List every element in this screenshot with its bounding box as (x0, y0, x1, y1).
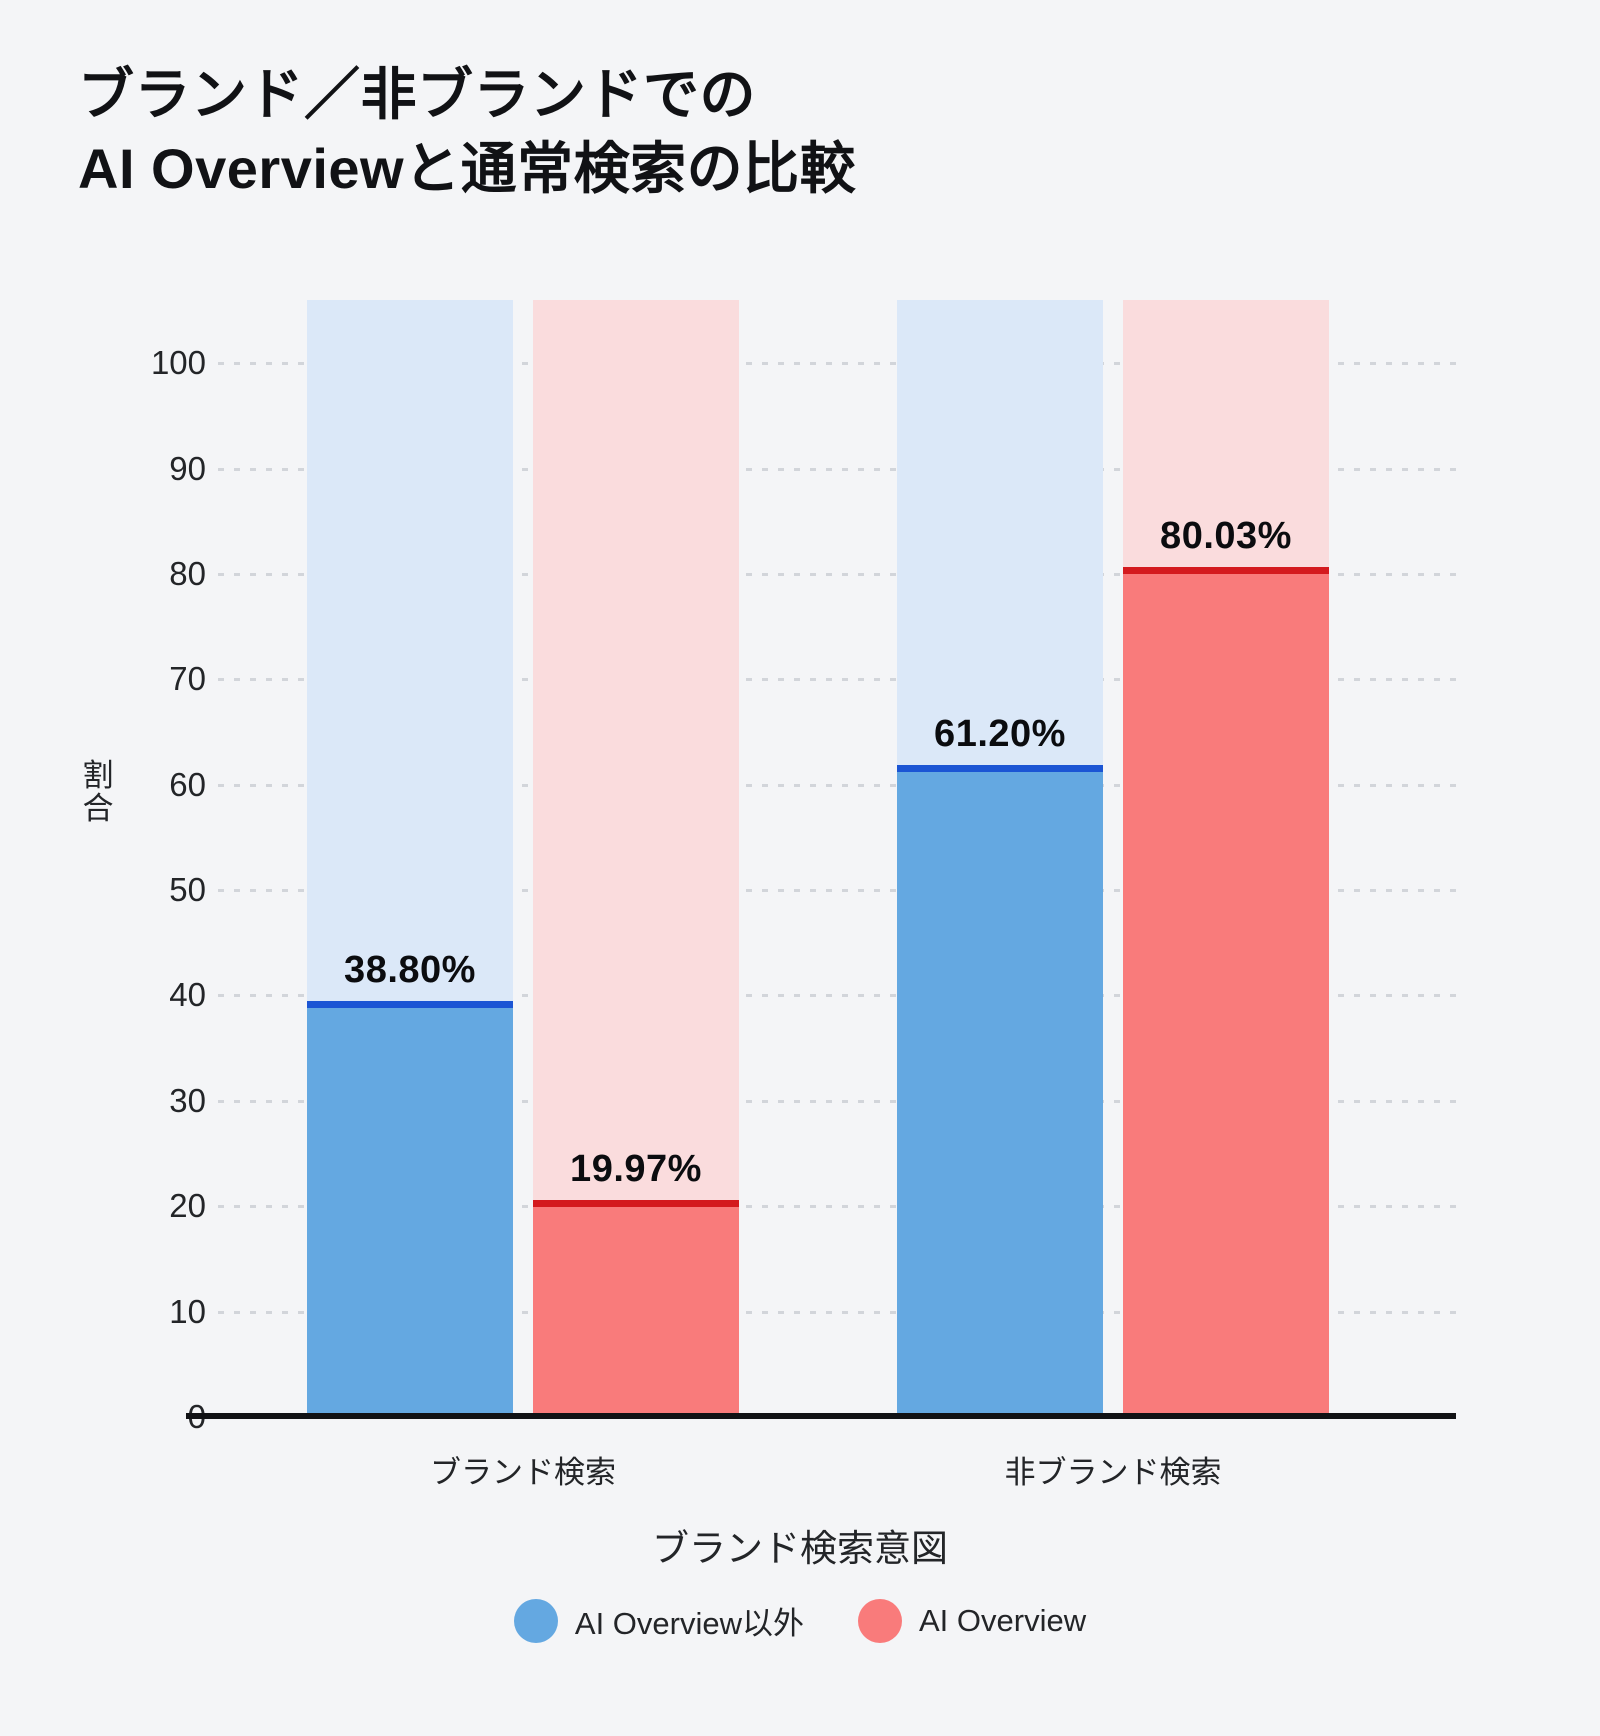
bar[interactable] (533, 1199, 739, 1417)
y-axis-tick-label: 30 (169, 1081, 206, 1119)
x-axis-line (186, 1413, 1456, 1419)
bar-value-label: 61.20% (934, 713, 1066, 756)
bar-track: 19.97% (533, 300, 739, 1417)
bar[interactable] (897, 765, 1103, 1417)
y-axis-tick-label: 60 (169, 765, 206, 803)
y-axis-tick-label: 80 (169, 554, 206, 592)
bar[interactable] (307, 1001, 513, 1417)
legend: AI Overview以外 AI Overview (0, 1598, 1600, 1643)
chart-title: ブランド／非ブランドでの AI Overviewと通常検索の比較 (78, 63, 857, 200)
y-axis-tick-label: 100 (150, 344, 206, 382)
y-axis-tick-label: 50 (169, 871, 206, 909)
legend-swatch-circle-icon (858, 1598, 902, 1643)
y-axis-tick-label: 90 (169, 449, 206, 487)
bar-value-label: 38.80% (344, 949, 476, 992)
y-axis-tick-label: 70 (169, 660, 206, 698)
legend-item[interactable]: AI Overview以外 (513, 1598, 804, 1643)
bar-track: 61.20% (897, 300, 1103, 1417)
bar-track: 80.03% (1123, 300, 1329, 1417)
legend-label: AI Overview (919, 1602, 1087, 1638)
y-axis-tick-label: 20 (169, 1187, 206, 1225)
plot-area: 38.80% 19.97% 61.20% 80.03% (186, 300, 1456, 1419)
y-axis-tick-label: 10 (169, 1292, 206, 1330)
y-axis-tick-label: 40 (169, 976, 206, 1014)
x-axis-category-label: ブランド検索 (430, 1455, 616, 1490)
legend-swatch-circle-icon (513, 1598, 558, 1643)
y-axis-tick-labels: 0102030405060708090100 (0, 300, 228, 1435)
bar-value-label: 19.97% (570, 1147, 702, 1190)
y-axis-title: 割合 (82, 758, 114, 826)
legend-item[interactable]: AI Overview (858, 1598, 1087, 1643)
bar[interactable] (1123, 566, 1329, 1417)
legend-label: AI Overview以外 (574, 1606, 804, 1641)
x-axis-title: ブランド検索意図 (652, 1528, 948, 1569)
bar-value-label: 80.03% (1160, 514, 1292, 557)
bar-track: 38.80% (307, 300, 513, 1417)
x-axis-category-label: 非ブランド検索 (1004, 1455, 1222, 1490)
